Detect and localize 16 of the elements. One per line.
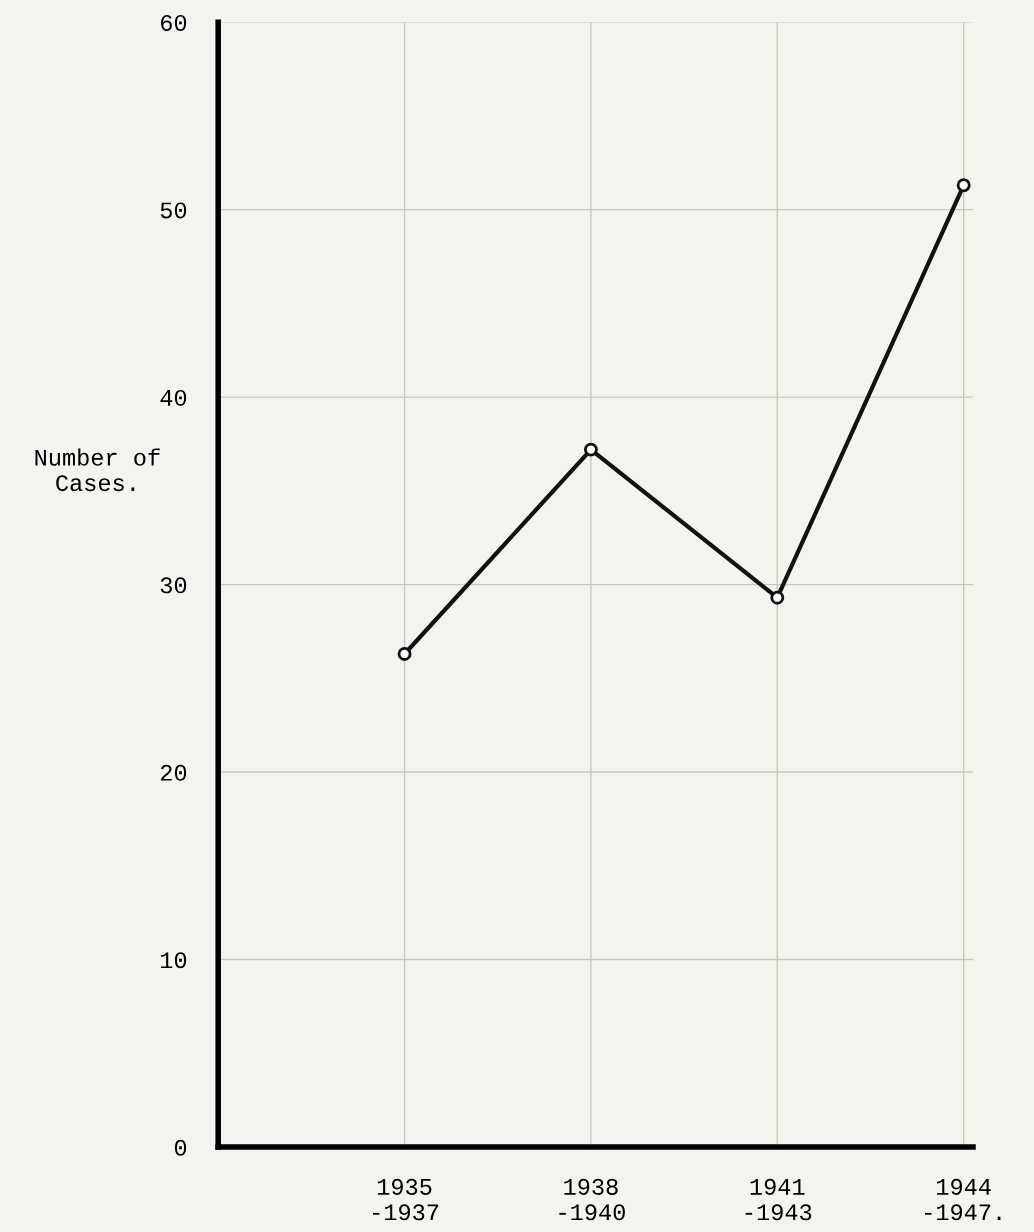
y-tick-label: 10 <box>160 952 187 969</box>
point <box>397 647 412 661</box>
x-tick-label: 1944 -1947. <box>925 1178 1001 1221</box>
point <box>770 590 785 605</box>
x-tick-label: 1938 -1940 <box>559 1178 625 1221</box>
y-tick-label: 40 <box>160 389 187 406</box>
y-tick-label: 50 <box>160 202 187 219</box>
y-tick-label: 60 <box>161 14 187 31</box>
x-tick-label: 1935 -1937 <box>372 1178 439 1221</box>
point <box>956 178 971 193</box>
y-axis-title: Number of Cases. <box>35 448 160 492</box>
x-tick-label: 1941 -1943 <box>745 1178 812 1221</box>
y-tick-label: 0 <box>174 1139 187 1156</box>
y-tick-label: 20 <box>160 764 187 781</box>
y-tick-label: 30 <box>160 577 187 594</box>
point <box>583 442 598 457</box>
